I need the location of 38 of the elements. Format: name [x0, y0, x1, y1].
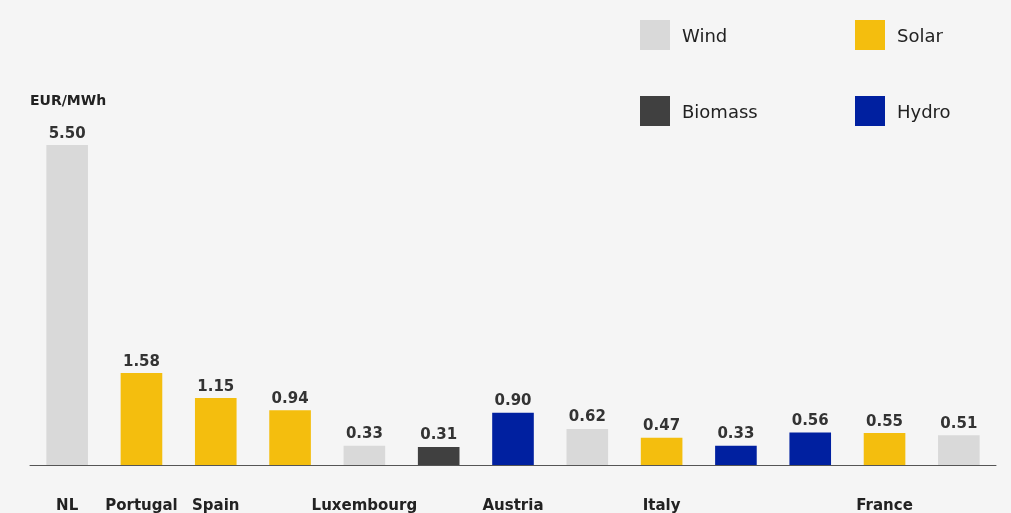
y-axis-title: EUR/MWh — [30, 92, 107, 108]
data-label: 0.33 — [717, 424, 755, 443]
x-tick-label: Luxembourg — [311, 495, 418, 513]
data-label: 1.15 — [197, 376, 235, 395]
bar — [789, 432, 832, 465]
bar — [938, 435, 980, 465]
bar — [566, 428, 609, 465]
bar — [640, 437, 683, 465]
x-tick-label: NL — [56, 495, 79, 513]
bar — [343, 445, 386, 465]
legend-label: Wind — [682, 24, 728, 46]
bar — [715, 445, 757, 465]
data-label: 0.51 — [940, 413, 978, 432]
bar — [417, 446, 460, 465]
data-label: 0.47 — [643, 416, 681, 435]
data-label: 0.62 — [568, 407, 606, 426]
bar — [46, 145, 88, 465]
data-label: 0.90 — [494, 391, 532, 410]
data-label: 1.58 — [122, 351, 160, 370]
legend-label: Hydro — [897, 100, 951, 122]
x-tick-label: France — [856, 495, 913, 513]
x-tick-label: Spain — [192, 495, 240, 513]
bar — [269, 410, 311, 465]
data-label: 5.50 — [48, 123, 86, 142]
data-label: 0.94 — [271, 388, 309, 407]
bar — [863, 433, 906, 465]
x-tick-label: Italy — [642, 495, 681, 513]
x-tick-label: Portugal — [105, 495, 178, 513]
bar — [492, 412, 534, 465]
data-label: 0.31 — [420, 425, 458, 444]
bar — [194, 398, 237, 465]
data-label: 0.56 — [791, 410, 829, 429]
legend-label: Biomass — [682, 100, 758, 122]
data-label: 0.55 — [866, 411, 904, 430]
data-label: 0.33 — [345, 424, 383, 443]
legend-label: Solar — [897, 24, 943, 46]
x-tick-label: Austria — [482, 495, 544, 513]
bar — [120, 373, 163, 465]
